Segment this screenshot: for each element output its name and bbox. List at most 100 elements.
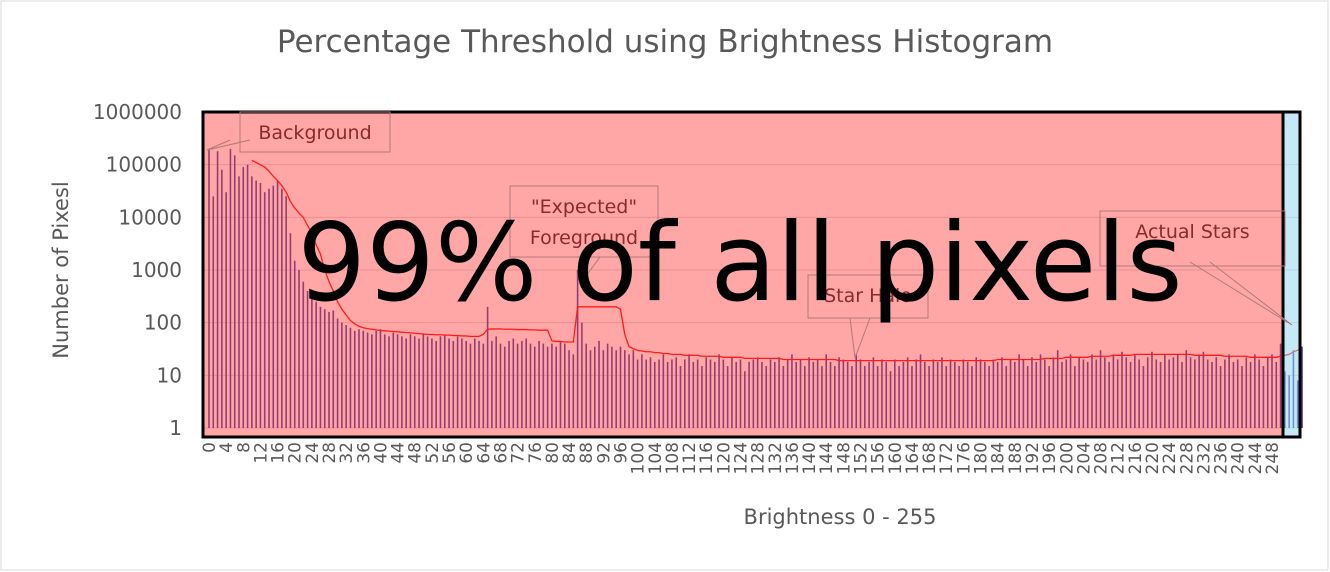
bar	[353, 330, 356, 428]
bar	[842, 359, 845, 428]
bar	[315, 301, 317, 428]
bar	[431, 338, 433, 428]
bar	[422, 334, 425, 428]
bar	[949, 359, 952, 428]
x-tick-label: 108	[663, 442, 683, 474]
x-tick-label: 228	[1177, 442, 1197, 474]
x-tick-label: 176	[954, 442, 974, 474]
callout-box	[239, 111, 391, 153]
y-tick-label: 100	[144, 311, 182, 335]
bar	[1168, 359, 1170, 428]
bar	[533, 346, 536, 428]
bar	[246, 164, 249, 428]
bar	[1001, 357, 1003, 428]
bar	[1245, 357, 1248, 428]
x-tick-label: 216	[1126, 442, 1146, 474]
bar	[1044, 359, 1046, 428]
threshold-region	[201, 110, 1285, 439]
x-tick-label: 220	[1143, 442, 1163, 474]
bar	[1014, 361, 1016, 428]
bar	[1078, 357, 1080, 428]
callout-pointer	[579, 256, 601, 282]
annotation: Actual Stars	[1135, 221, 1249, 243]
x-tick-label: 224	[1160, 442, 1180, 474]
bar	[259, 182, 262, 428]
bar	[328, 311, 330, 428]
bar	[521, 340, 523, 428]
bar	[452, 340, 455, 428]
bar	[289, 233, 292, 428]
bar	[366, 332, 369, 428]
bar	[396, 334, 399, 428]
x-tick-label: 72	[509, 442, 529, 464]
y-tick-label: 1000000	[93, 100, 182, 124]
bar	[225, 192, 227, 428]
bar	[765, 366, 768, 428]
bar	[443, 334, 446, 428]
annotation: Background	[258, 122, 371, 144]
bar	[465, 340, 467, 428]
bar	[799, 359, 802, 428]
bar	[1301, 346, 1303, 428]
bar	[1215, 357, 1218, 428]
bar	[713, 361, 716, 428]
bar	[293, 260, 296, 428]
bar	[1061, 361, 1063, 428]
bar	[906, 357, 909, 428]
bar	[701, 366, 703, 428]
bar	[898, 366, 900, 428]
bar	[568, 350, 570, 428]
bar	[323, 309, 326, 428]
bar	[1142, 366, 1145, 428]
bar	[469, 343, 472, 428]
overlay-text: 99% of all pixels	[297, 201, 1182, 326]
bar	[1091, 354, 1093, 428]
annotation: Foreground	[530, 227, 638, 249]
y-tick-label: 10000	[118, 205, 182, 229]
bar	[1202, 351, 1205, 428]
x-tick-label: 236	[1212, 442, 1232, 474]
bar	[1176, 354, 1179, 428]
x-tick-label: 144	[817, 442, 837, 474]
x-tick-label: 76	[526, 442, 546, 464]
bar	[829, 361, 832, 428]
bar	[756, 357, 759, 428]
bar	[966, 361, 969, 428]
bar	[1224, 359, 1226, 428]
bar	[495, 336, 497, 428]
x-tick-label: 56	[440, 442, 460, 464]
bar	[1099, 350, 1102, 428]
bar	[581, 322, 583, 428]
x-tick-label: 80	[543, 442, 563, 464]
x-tick-label: 140	[800, 442, 820, 474]
y-tick-label: 1000	[131, 258, 182, 282]
bar	[508, 340, 510, 428]
bar	[602, 350, 605, 428]
bar	[272, 185, 275, 428]
bar	[1232, 361, 1235, 428]
bar	[448, 338, 450, 428]
bar	[881, 359, 883, 428]
bar	[1262, 366, 1265, 428]
bar	[696, 359, 699, 428]
bar	[229, 148, 232, 428]
x-tick-label: 112	[680, 442, 700, 474]
bar	[628, 354, 630, 428]
x-tick-label: 92	[594, 442, 614, 464]
x-tick-label: 156	[869, 442, 889, 474]
bar	[1121, 351, 1123, 428]
bar	[1241, 366, 1243, 428]
x-tick-label: 244	[1246, 442, 1266, 474]
bar	[928, 366, 930, 428]
y-tick-label: 10	[157, 363, 182, 387]
x-tick-label: 136	[783, 442, 803, 474]
y-tick-label: 100000	[106, 153, 182, 177]
bar	[379, 329, 382, 428]
callout-pointer	[1189, 261, 1293, 326]
bar	[1185, 350, 1188, 428]
bar	[401, 336, 403, 428]
bar	[1082, 359, 1085, 428]
bar	[795, 361, 798, 428]
bar	[238, 176, 240, 428]
